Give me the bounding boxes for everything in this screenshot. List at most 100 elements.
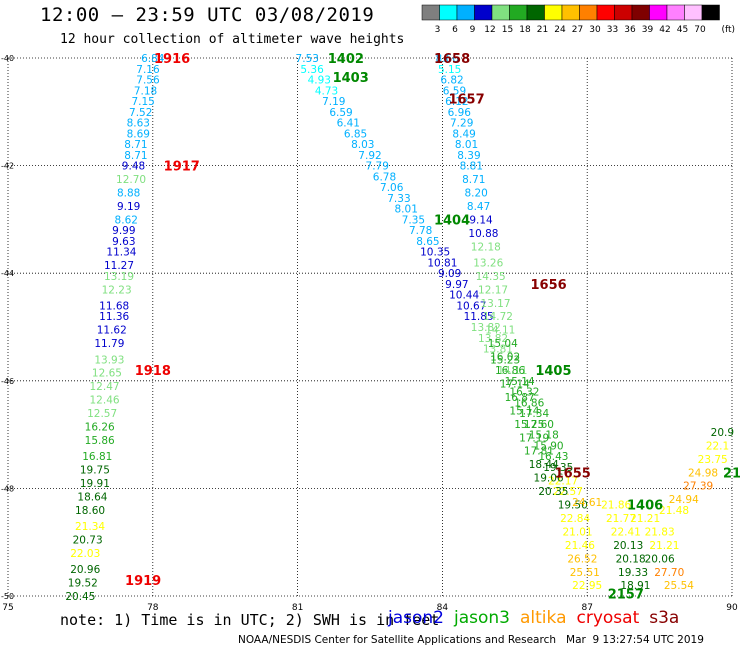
wave-height-value: 8.71	[124, 139, 147, 151]
wave-height-value: 21.77	[606, 513, 636, 525]
wave-height-value: 6.85	[344, 128, 367, 140]
lon-tick-label: 87	[581, 603, 592, 613]
wave-height-value: 20.96	[70, 564, 100, 576]
wave-height-value: 13.82	[471, 322, 501, 334]
pass-time-label: 2157	[608, 587, 644, 602]
pass-time-label: 1404	[434, 213, 470, 228]
wave-height-value: 8.88	[117, 188, 140, 200]
lat-tick-label: -40	[1, 54, 14, 63]
wave-height-value: 10.88	[468, 228, 498, 240]
wave-height-value: 12.70	[116, 174, 146, 186]
wave-height-value: 15.14	[505, 376, 535, 388]
wave-height-value: 13.81	[483, 344, 513, 356]
legend-label: 36	[624, 25, 636, 35]
wave-height-value: 20.13	[613, 540, 643, 552]
lat-tick-label: -42	[1, 162, 14, 171]
wave-height-value: 15.04	[488, 338, 518, 350]
pass-time-label: 1919	[125, 574, 161, 589]
wave-height-value: 27.70	[654, 567, 684, 579]
wave-height-value: 11.85	[464, 311, 494, 323]
wave-height-value: 8.20	[464, 188, 487, 200]
wave-height-value: 19.75	[80, 465, 110, 477]
legend-label: 6	[452, 25, 458, 35]
wave-height-value: 11.62	[97, 325, 127, 337]
wave-height-value: 6.59	[443, 85, 466, 97]
wave-height-value: 20.06	[645, 553, 675, 565]
wave-height-value: 7.18	[134, 85, 157, 97]
wave-height-value: 8.71	[462, 174, 485, 186]
legend-label: 18	[519, 25, 531, 35]
wave-height-value: 24.94	[669, 494, 699, 506]
wave-height-value: 15.18	[529, 430, 559, 442]
wave-height-value: 4.73	[315, 85, 338, 97]
wave-height-value: 7.53	[296, 53, 319, 65]
legend-swatch	[596, 4, 615, 21]
wave-height-value: 7.06	[380, 182, 404, 194]
legend-swatch	[666, 4, 685, 21]
wave-height-value: 9.14	[469, 214, 493, 226]
legend-swatch	[701, 4, 720, 21]
wave-height-value: 11.68	[99, 300, 129, 312]
wave-height-value: 26.52	[567, 553, 597, 565]
wave-height-value: 19.91	[80, 478, 110, 490]
wave-height-value: 8.03	[351, 139, 374, 151]
wave-height-value: 21.34	[75, 521, 105, 533]
wave-height-value: 12.23	[102, 284, 132, 296]
legend-swatch	[491, 4, 510, 21]
page-title: 12:00 – 23:59 UTC 03/08/2019	[40, 4, 375, 26]
lon-tick-label: 75	[2, 603, 13, 613]
wave-height-value: 21.86	[601, 500, 631, 512]
wave-height-value: 22.03	[70, 548, 100, 560]
legend-swatch	[561, 4, 580, 21]
wave-height-value: 11.27	[104, 260, 134, 272]
wave-height-value: 16.43	[538, 451, 568, 463]
wave-height-value: 9.09	[438, 268, 461, 280]
wave-height-value: 20.73	[73, 535, 103, 547]
pass-time-label: 1918	[135, 364, 171, 379]
wave-height-value: 6.12	[445, 96, 468, 108]
wave-height-value: 16.87	[505, 392, 535, 404]
wave-height-value: 11.36	[99, 311, 129, 323]
legend-swatch	[421, 4, 440, 21]
wave-height-value: 8.71	[124, 150, 147, 162]
wave-height-value: 12.57	[87, 408, 117, 420]
wave-height-value: 16.81	[82, 451, 112, 463]
legend-label: 24	[554, 25, 566, 35]
wave-height-value: 15.23	[490, 354, 520, 366]
wave-height-value: 8.49	[452, 128, 475, 140]
wave-height-value: 5.36	[300, 64, 324, 76]
wave-height-value: 17.19	[519, 432, 549, 444]
track-values: 6.847.167.567.187.157.528.638.698.718.71…	[65, 53, 734, 603]
wave-height-value: 20.45	[65, 591, 95, 603]
map-axes: 75 78 81 84 87 90 -40 -42 -44 -46 -48 -50	[1, 54, 738, 613]
wave-height-value: 7.52	[129, 107, 152, 119]
wave-height-value: 25.54	[664, 580, 694, 592]
wave-height-value: 17.34	[519, 408, 549, 420]
wave-height-value: 11.34	[106, 247, 136, 259]
wave-height-value: 24.98	[688, 467, 718, 479]
lon-tick-label: 90	[726, 603, 738, 613]
pass-time-label: 1655	[555, 466, 591, 481]
wave-height-value: 21.21	[630, 513, 660, 525]
pass-time-label: 1402	[328, 52, 364, 67]
wave-height-value: 22.41	[611, 526, 641, 538]
wave-height-value: 5.15	[438, 64, 461, 76]
wave-height-value: 20.35	[538, 486, 568, 498]
wave-height-value: 12.65	[92, 368, 122, 380]
wave-height-value: 15.25	[514, 419, 544, 431]
wave-height-value: 8.47	[467, 201, 490, 213]
wave-height-value: 16.26	[85, 422, 115, 434]
wave-height-value: 14.35	[476, 271, 506, 283]
legend-unit: (ft)	[722, 25, 736, 35]
wave-height-value: 8.01	[455, 139, 478, 151]
legend-label: 9	[470, 25, 476, 35]
wave-height-value: 13.93	[94, 354, 124, 366]
wave-height-value: 16.86	[514, 397, 544, 409]
legend-label: 70	[694, 25, 706, 35]
legend-swatch	[631, 4, 650, 21]
satellite-name: altika	[520, 608, 567, 628]
lon-tick-label: 84	[437, 603, 449, 613]
wave-height-value: 7.92	[358, 150, 381, 162]
wave-height-value: 21.21	[649, 540, 679, 552]
wave-height-value: 18.60	[75, 505, 105, 517]
